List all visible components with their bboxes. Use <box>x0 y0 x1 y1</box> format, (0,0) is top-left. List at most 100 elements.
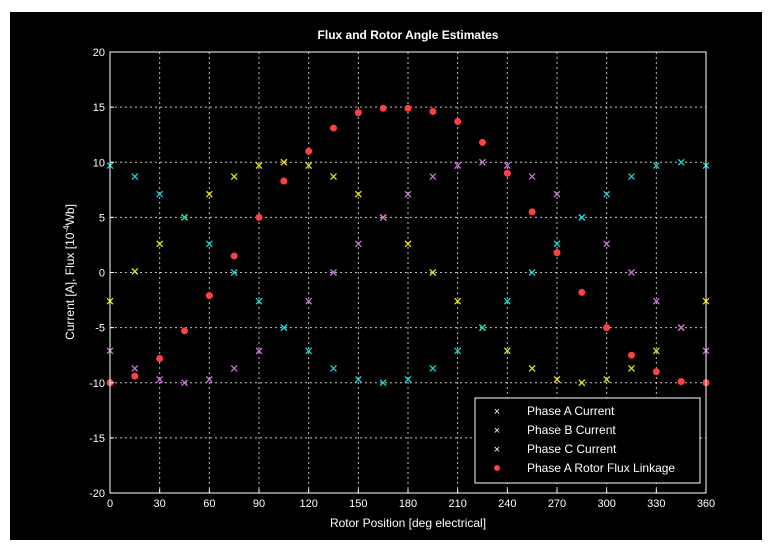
data-point <box>354 375 362 383</box>
x-axis-label: Rotor Position [deg electrical] <box>330 516 486 530</box>
data-point <box>330 364 337 372</box>
legend-label-phase-a: Phase A Current <box>527 404 615 418</box>
data-point <box>677 324 685 332</box>
y-axis-label-unit: Wb] <box>63 204 77 225</box>
data-point <box>230 173 238 181</box>
data-point <box>280 177 288 185</box>
data-point <box>429 173 437 181</box>
data-series <box>106 104 710 387</box>
chart-title: Flux and Rotor Angle Estimates <box>318 28 499 42</box>
data-point <box>652 368 660 376</box>
legend-marker-phase-b: × <box>494 425 500 437</box>
data-point <box>354 190 362 198</box>
data-point <box>230 364 238 372</box>
data-point <box>131 372 139 380</box>
data-point <box>255 297 263 305</box>
data-point <box>628 173 635 181</box>
data-point <box>553 249 561 257</box>
figure-window: 0 30 60 90 120 150 180 210 240 270 300 330 360 -20 -1… <box>10 12 762 540</box>
data-point <box>652 162 660 170</box>
data-point <box>280 158 288 166</box>
x-tick-label: 0 <box>107 498 113 510</box>
x-tick-label: 360 <box>697 498 715 510</box>
data-point <box>305 147 313 155</box>
x-tick-label: 330 <box>647 498 665 510</box>
data-point <box>429 269 437 276</box>
data-point <box>205 292 213 300</box>
x-tick-label: 240 <box>498 498 516 510</box>
data-point <box>628 269 635 276</box>
data-point <box>528 269 536 276</box>
data-point <box>404 104 412 112</box>
legend-label-flux: Phase A Rotor Flux Linkage <box>527 461 675 475</box>
data-point <box>379 379 387 387</box>
x-tick-label: 270 <box>548 498 566 510</box>
data-point <box>429 108 437 116</box>
data-point <box>379 104 387 112</box>
legend-marker-phase-a: × <box>494 406 500 418</box>
x-tick-label: 180 <box>399 498 417 510</box>
data-point <box>479 138 486 146</box>
data-point <box>603 324 611 332</box>
legend-label-phase-b: Phase B Current <box>527 423 616 437</box>
data-point <box>131 267 139 275</box>
legend: × Phase A Current × Phase B Current × Ph… <box>474 397 701 484</box>
data-point <box>181 327 188 335</box>
y-tick-label: 5 <box>99 212 105 224</box>
data-point <box>330 173 337 181</box>
data-point <box>404 190 412 198</box>
y-tick-label: -20 <box>89 488 105 500</box>
data-point <box>404 240 412 248</box>
x-tick-label: 90 <box>253 498 265 510</box>
data-point <box>181 213 188 221</box>
data-point <box>305 162 313 170</box>
data-point <box>255 213 263 221</box>
y-tick-label: 10 <box>93 157 105 169</box>
data-point <box>677 158 685 166</box>
data-point <box>628 351 635 359</box>
data-point <box>131 173 139 181</box>
data-point <box>553 190 561 198</box>
legend-label-phase-c: Phase C Current <box>527 442 617 456</box>
data-point <box>578 379 586 387</box>
data-point <box>479 324 486 332</box>
data-point <box>330 269 337 276</box>
data-point <box>454 297 462 305</box>
data-point <box>156 354 164 362</box>
data-point <box>454 162 462 170</box>
data-point <box>205 240 213 248</box>
data-point <box>578 213 586 221</box>
data-point <box>156 190 164 198</box>
data-point <box>181 379 188 387</box>
legend-marker-phase-c: × <box>494 444 500 456</box>
data-point <box>230 269 238 276</box>
data-point <box>354 240 362 248</box>
data-point <box>131 364 139 372</box>
data-point <box>652 297 660 305</box>
y-axis-label-main: Current [A], Flux [10 <box>63 232 77 340</box>
legend-box <box>474 397 701 484</box>
x-tick-label: 30 <box>154 498 166 510</box>
data-point <box>255 347 263 355</box>
x-tick-label: 300 <box>597 498 615 510</box>
data-point <box>330 124 337 132</box>
y-axis-label: Current [A], Flux [10-4Wb] <box>62 204 77 340</box>
data-point <box>479 158 486 166</box>
data-point <box>528 173 536 181</box>
series-phase-a-current <box>106 158 710 387</box>
y-tick-label: -5 <box>95 323 105 335</box>
y-tick-label: 0 <box>99 268 105 280</box>
data-point <box>205 190 213 198</box>
data-point <box>603 375 611 383</box>
series-phase-c-current <box>106 158 710 387</box>
x-tick-label: 60 <box>203 498 215 510</box>
data-point <box>652 347 660 355</box>
data-point <box>305 297 313 305</box>
grid-lines <box>110 52 706 493</box>
data-point <box>503 169 511 177</box>
data-point <box>553 375 561 383</box>
y-tick-label: -10 <box>89 378 105 390</box>
data-point <box>503 162 511 170</box>
x-tick-label: 120 <box>299 498 317 510</box>
data-point <box>429 364 437 372</box>
